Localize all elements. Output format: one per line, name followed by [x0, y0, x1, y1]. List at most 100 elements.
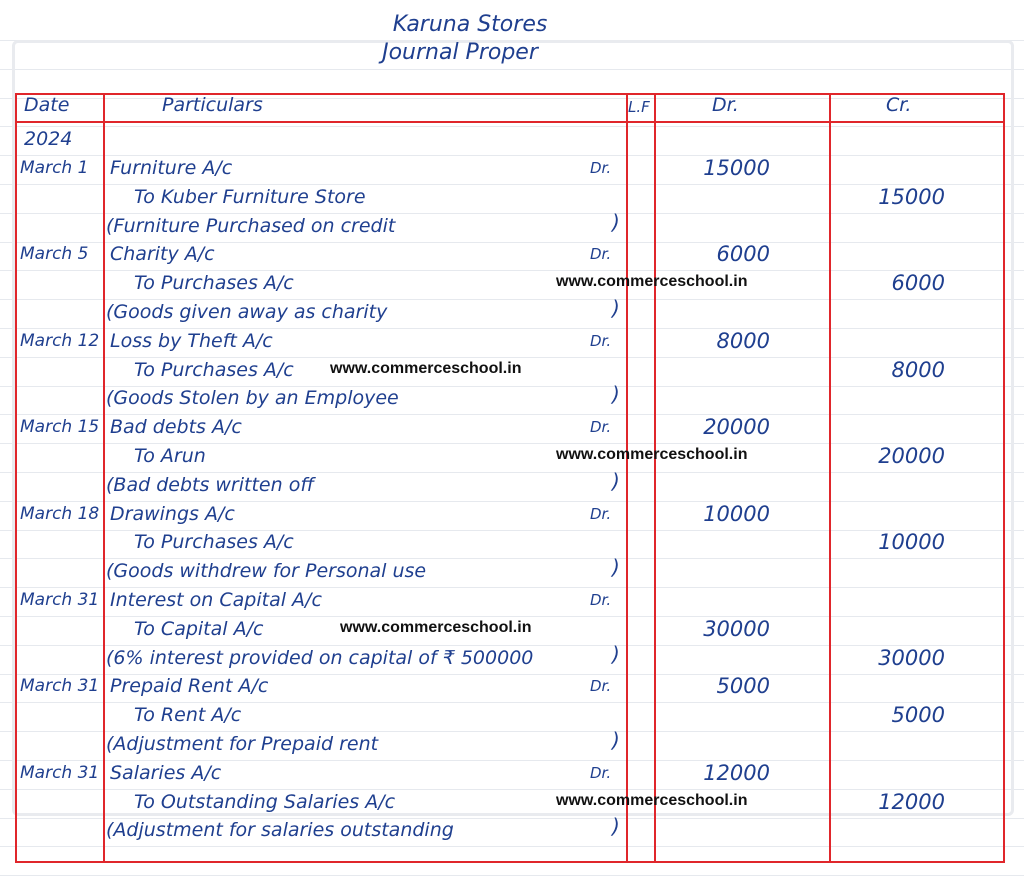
watermark: www.commerceschool.in: [556, 446, 748, 463]
entry-date: March 12: [20, 330, 100, 351]
entry-date: March 15: [20, 417, 100, 438]
credit-account: To Purchases A/c: [134, 272, 294, 295]
entry-date: March 31: [20, 762, 100, 783]
notebook-rule: [0, 328, 1024, 329]
credit-amount: 12000: [878, 789, 945, 814]
narration: (Adjustment for Prepaid rent: [106, 733, 379, 755]
credit-account: To Purchases A/c: [134, 531, 294, 554]
notebook-rule: [0, 270, 1024, 272]
credit-account: To Capital A/c: [134, 617, 264, 640]
debit-amount: 12000: [703, 760, 770, 785]
narration-close-bracket: ): [612, 814, 620, 839]
narration-close-bracket: ): [612, 641, 620, 666]
column-divider: [654, 93, 656, 863]
debit-amount: 30000: [703, 616, 770, 641]
entry-date: March 31: [20, 590, 100, 610]
notebook-rule: [0, 385, 1024, 387]
dr-mark: Dr.: [590, 245, 612, 264]
debit-account: Interest on Capital A/c: [110, 589, 322, 611]
debit-amount: 10000: [703, 501, 770, 526]
notebook-rule: [0, 846, 1024, 848]
notebook-rule: [0, 702, 1024, 704]
notebook-rule: [0, 184, 1024, 185]
narration: (Bad debts written off: [106, 473, 315, 496]
notebook-rule: [0, 731, 1024, 733]
notebook-rule: [0, 155, 1024, 157]
narration: (6% interest provided on capital of ₹ 50…: [106, 646, 534, 669]
notebook-rule: [0, 68, 1024, 70]
debit-amount: 15000: [703, 156, 770, 180]
narration: (Goods given away as charity: [106, 301, 388, 323]
notebook-rule: [0, 644, 1024, 646]
narration: (Furniture Purchased on credit: [106, 214, 396, 237]
notebook-rule: [0, 212, 1024, 214]
watermark: www.commerceschool.in: [340, 618, 532, 636]
notebook-rule: [0, 529, 1024, 531]
narration-close-bracket: ): [612, 555, 620, 580]
credit-amount: 5000: [891, 703, 945, 728]
debit-account: Furniture A/c: [110, 157, 233, 179]
debit-account: Salaries A/c: [110, 761, 222, 784]
debit-amount: 5000: [716, 674, 770, 699]
notebook-rule: [0, 443, 1024, 445]
debit-amount: 8000: [716, 328, 770, 353]
column-divider: [626, 93, 628, 863]
notebook-rule: [0, 673, 1024, 675]
credit-amount: 6000: [891, 271, 945, 296]
dr-mark: Dr.: [590, 504, 612, 523]
credit-account: To Outstanding Salaries A/c: [134, 790, 396, 813]
notebook-rule: [0, 788, 1024, 790]
column-divider: [103, 93, 105, 863]
notebook-rule: [0, 500, 1024, 502]
notebook-rule: [0, 472, 1024, 473]
narration: (Goods Stolen by an Employee: [106, 387, 399, 410]
dr-mark: Dr.: [590, 418, 612, 437]
narration: (Adjustment for salaries outstanding: [106, 819, 454, 842]
dr-mark: Dr.: [590, 591, 612, 609]
debit-amount: 6000: [716, 242, 770, 267]
header-divider: [15, 121, 1005, 123]
notebook-rule: [0, 875, 1024, 877]
credit-amount: 15000: [878, 184, 945, 209]
debit-amount: 20000: [703, 415, 770, 440]
credit-account: To Arun: [134, 445, 206, 467]
journal-table-frame: [15, 93, 1005, 863]
notebook-rule: [0, 241, 1024, 243]
credit-account: To Kuber Furniture Store: [134, 185, 366, 208]
debit-account: Charity A/c: [110, 243, 215, 266]
header-credit: Cr.: [886, 94, 912, 116]
dr-mark: Dr.: [590, 331, 612, 350]
narration-close-bracket: ): [612, 468, 620, 493]
entry-date: March 1: [20, 158, 89, 178]
credit-amount: 10000: [878, 530, 945, 555]
credit-amount: 20000: [878, 444, 945, 468]
entry-date: March 31: [20, 676, 100, 697]
narration-close-bracket: ): [612, 209, 620, 234]
narration-close-bracket: ): [612, 296, 620, 320]
watermark: www.commerceschool.in: [330, 359, 522, 377]
notebook-rule: [0, 587, 1024, 589]
document-subtitle: Journal Proper: [382, 40, 538, 65]
credit-account: To Rent A/c: [134, 704, 242, 727]
debit-account: Prepaid Rent A/c: [110, 675, 269, 698]
notebook-rule: [0, 126, 1024, 128]
entry-date: March 5: [20, 244, 89, 265]
column-divider: [829, 93, 831, 863]
header-debit: Dr.: [712, 94, 739, 116]
notebook-rule: [0, 414, 1024, 416]
credit-account: To Purchases A/c: [134, 358, 294, 381]
credit-amount: 8000: [891, 357, 945, 382]
year: 2024: [24, 128, 73, 150]
document-title: Karuna Stores: [392, 12, 548, 37]
header-date: Date: [24, 94, 70, 116]
notebook-rule: [0, 97, 1024, 99]
paper-background: [12, 40, 1014, 816]
notebook-rule: [0, 299, 1024, 301]
debit-account: Loss by Theft A/c: [110, 329, 273, 352]
watermark: www.commerceschool.in: [556, 273, 748, 291]
narration-close-bracket: ): [612, 382, 620, 407]
debit-account: Drawings A/c: [110, 502, 235, 525]
narration-close-bracket: ): [612, 728, 620, 752]
dr-mark: Dr.: [590, 159, 612, 177]
header-lf: L.F: [628, 98, 650, 116]
